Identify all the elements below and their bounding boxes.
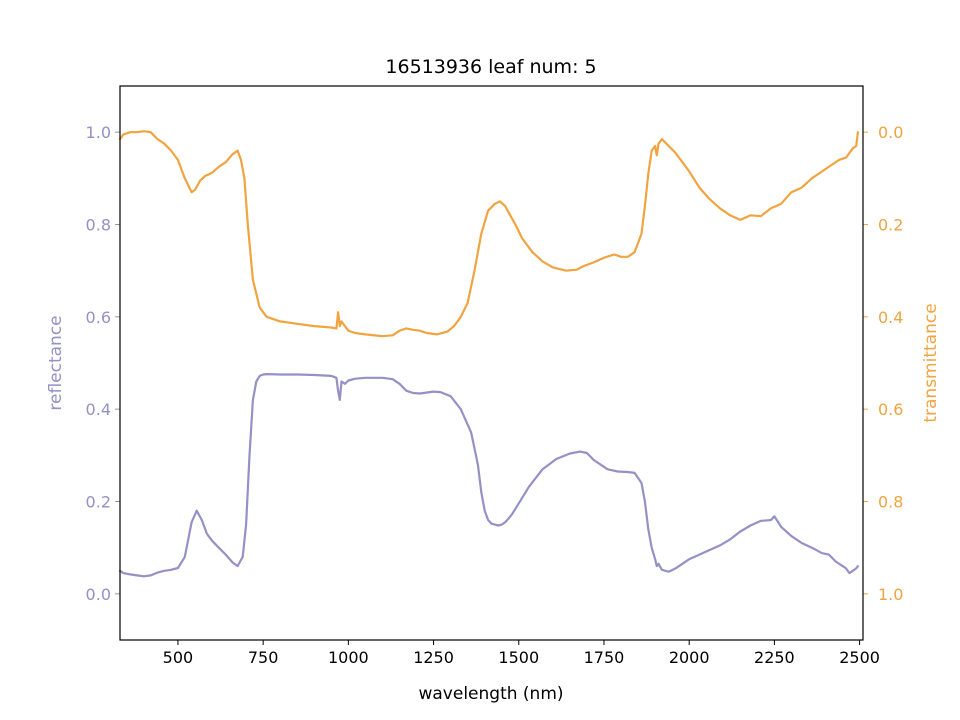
y-tick-label-right: 0.8 (878, 493, 903, 512)
y-tick-label-left: 0.2 (86, 493, 111, 512)
y-axis-label-right: transmittance (921, 303, 941, 422)
y-tick-label-left: 0.0 (86, 585, 111, 604)
y-axis-label-left: reflectance (46, 315, 66, 410)
series-layer (118, 130, 860, 578)
x-tick-label: 2500 (839, 648, 880, 667)
y-tick-label-left: 0.6 (86, 308, 111, 327)
y-tick-label-left: 0.8 (86, 216, 111, 235)
x-tick-label: 1000 (328, 648, 369, 667)
plot-frame (119, 85, 864, 641)
x-tick-label: 2000 (669, 648, 710, 667)
x-tick-label: 1750 (584, 648, 625, 667)
x-tick-label: 500 (163, 648, 194, 667)
chart-title: 16513936 leaf num: 5 (385, 56, 596, 78)
ticks-layer: 500 750 1000 1250 1500 1750 2000 2250 2500 0.0 0.2… (86, 123, 904, 667)
x-axis-label: wavelength (nm) (418, 684, 563, 704)
x-tick-label: 1250 (413, 648, 454, 667)
y-tick-label-right: 0.6 (878, 400, 903, 419)
y-tick-label-right: 0.2 (878, 216, 903, 235)
x-tick-label: 750 (248, 648, 279, 667)
transmittance-series-line (118, 130, 860, 338)
y-tick-label-left: 1.0 (86, 123, 111, 142)
reflectance-series-line (118, 373, 860, 578)
x-tick-label: 1500 (498, 648, 539, 667)
x-tick-label: 2250 (754, 648, 795, 667)
y-tick-label-right: 0.0 (878, 123, 903, 142)
y-tick-label-right: 1.0 (878, 585, 903, 604)
y-tick-label-left: 0.4 (86, 400, 111, 419)
y-tick-label-right: 0.4 (878, 308, 903, 327)
